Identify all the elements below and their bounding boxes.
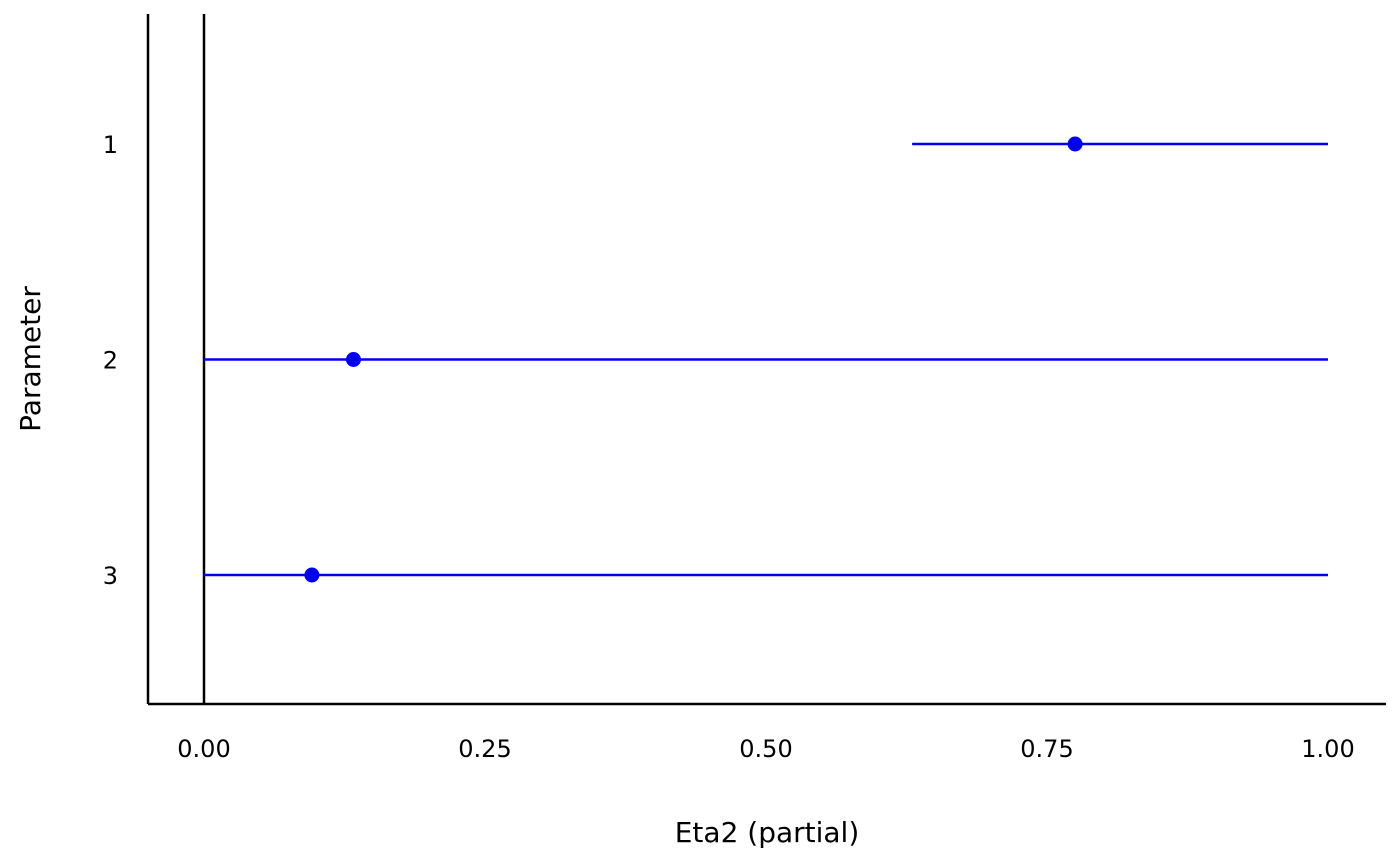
plot-marks — [204, 136, 1328, 583]
y-tick-label: 3 — [103, 562, 118, 590]
estimate-point — [304, 567, 320, 583]
y-tick-label: 2 — [103, 347, 118, 375]
x-tick-label: 0.00 — [177, 735, 230, 763]
y-axis-title: Parameter — [14, 286, 47, 432]
x-tick-labels: 0.00 0.25 0.50 0.75 1.00 — [177, 735, 1354, 763]
y-tick-label: 1 — [103, 131, 118, 159]
y-tick-labels: 1 2 3 — [103, 131, 118, 590]
x-tick-label: 0.75 — [1020, 735, 1073, 763]
estimate-point — [1067, 136, 1083, 152]
x-axis-title: Eta2 (partial) — [675, 816, 860, 849]
estimate-point — [345, 352, 361, 367]
x-tick-label: 0.25 — [458, 735, 511, 763]
x-tick-label: 0.50 — [739, 735, 792, 763]
x-tick-label: 1.00 — [1301, 735, 1354, 763]
